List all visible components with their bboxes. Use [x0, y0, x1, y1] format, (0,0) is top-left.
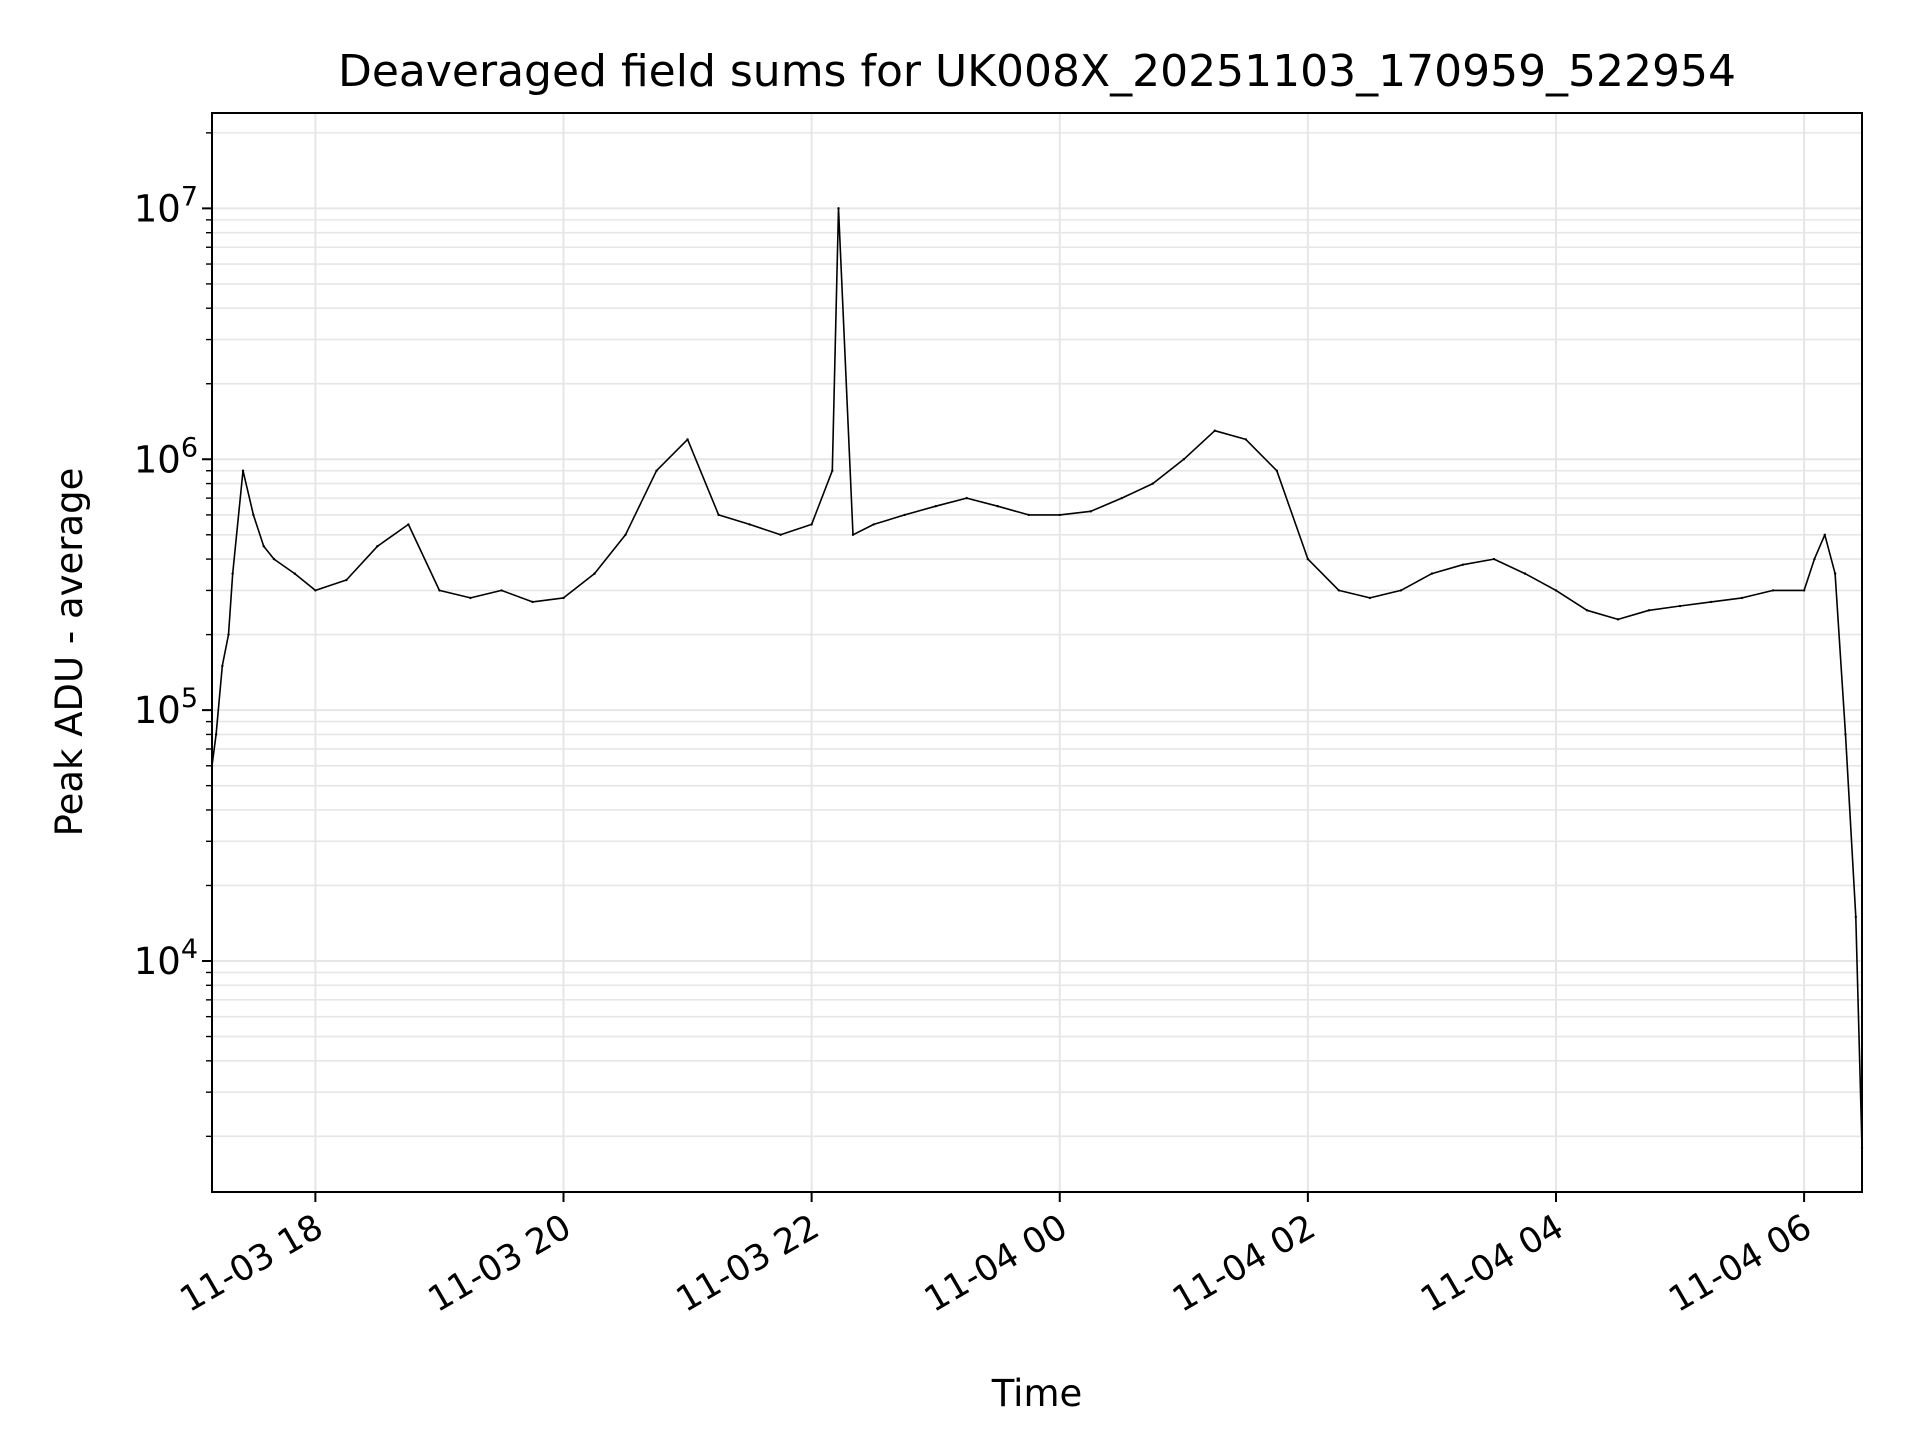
y-tick-label-exponent: 6 [181, 432, 198, 463]
data-point [717, 513, 720, 517]
data-point [293, 572, 296, 575]
y-tick-label-exponent: 5 [181, 683, 198, 714]
data-point [1844, 733, 1847, 736]
data-point [1368, 596, 1372, 600]
data-point [1492, 557, 1496, 561]
data-point [252, 513, 255, 517]
data-point [837, 207, 840, 210]
data-point [500, 589, 503, 592]
chart-title: Deaveraged field sums for UK008X_2025110… [338, 46, 1736, 97]
data-point [1523, 572, 1527, 575]
y-tick-label-base: 10 [134, 187, 181, 230]
data-point [934, 504, 937, 508]
data-point [1678, 604, 1682, 608]
data-point [903, 513, 906, 517]
data-point [1854, 915, 1857, 919]
data-point [345, 578, 348, 582]
data-point [624, 533, 627, 536]
data-point [779, 533, 782, 536]
data-layer [210, 207, 1864, 1150]
data-point [227, 633, 230, 636]
y-tick-label: 104 [134, 934, 198, 983]
data-point [1337, 589, 1341, 592]
data-point [272, 557, 276, 561]
data-point [1244, 438, 1248, 441]
data-point [965, 496, 968, 500]
data-point [407, 523, 410, 526]
plot-frame [211, 112, 1863, 1193]
data-point [376, 545, 379, 548]
data-point [686, 438, 689, 441]
data-point [1306, 557, 1310, 561]
grid-layer [212, 113, 1862, 1192]
data-point [1151, 482, 1154, 485]
data-point [1399, 589, 1403, 592]
data-point [1647, 609, 1651, 612]
y-axis-label: Peak ADU - average [48, 468, 91, 837]
y-tick-label: 105 [134, 683, 198, 732]
data-point [748, 523, 751, 526]
data-point [241, 469, 245, 472]
data-point [469, 596, 472, 600]
y-tick-label-base: 10 [134, 438, 181, 481]
data-point [1430, 572, 1434, 575]
data-point [851, 533, 855, 536]
y-tick-label: 106 [134, 432, 198, 481]
data-point [655, 469, 658, 472]
data-point [1120, 496, 1123, 500]
data-point [438, 589, 441, 592]
data-point [221, 664, 224, 668]
data-point [1802, 589, 1806, 592]
y-tick-label-exponent: 4 [181, 934, 198, 965]
data-point [1709, 600, 1713, 604]
data-point [1833, 572, 1837, 575]
y-tick-label-base: 10 [134, 689, 181, 732]
y-tick-label: 107 [134, 181, 198, 230]
y-tick-label-exponent: 7 [181, 181, 198, 212]
data-point [1213, 429, 1217, 432]
data-point [1275, 469, 1279, 472]
data-point [872, 523, 875, 526]
data-point [531, 600, 534, 604]
data-point [1585, 609, 1589, 612]
data-point [831, 469, 834, 472]
data-point [562, 596, 565, 600]
data-point [1813, 557, 1816, 561]
data-point [314, 589, 317, 592]
data-point [996, 504, 999, 508]
data-point [1771, 589, 1775, 592]
data-point [1616, 618, 1620, 621]
data-point [1027, 513, 1030, 517]
data-point [593, 572, 596, 575]
data-point [1182, 458, 1186, 461]
data-point [810, 523, 813, 526]
data-point [1823, 533, 1826, 536]
data-point [262, 545, 265, 548]
data-point [1461, 563, 1465, 566]
data-point [1089, 510, 1092, 513]
data-point [1058, 513, 1061, 517]
x-axis-label: Time [991, 1372, 1083, 1415]
data-point [1740, 596, 1744, 600]
data-point [231, 572, 234, 575]
y-tick-label-base: 10 [134, 940, 181, 983]
data-point [214, 733, 218, 736]
data-point [1554, 589, 1558, 592]
